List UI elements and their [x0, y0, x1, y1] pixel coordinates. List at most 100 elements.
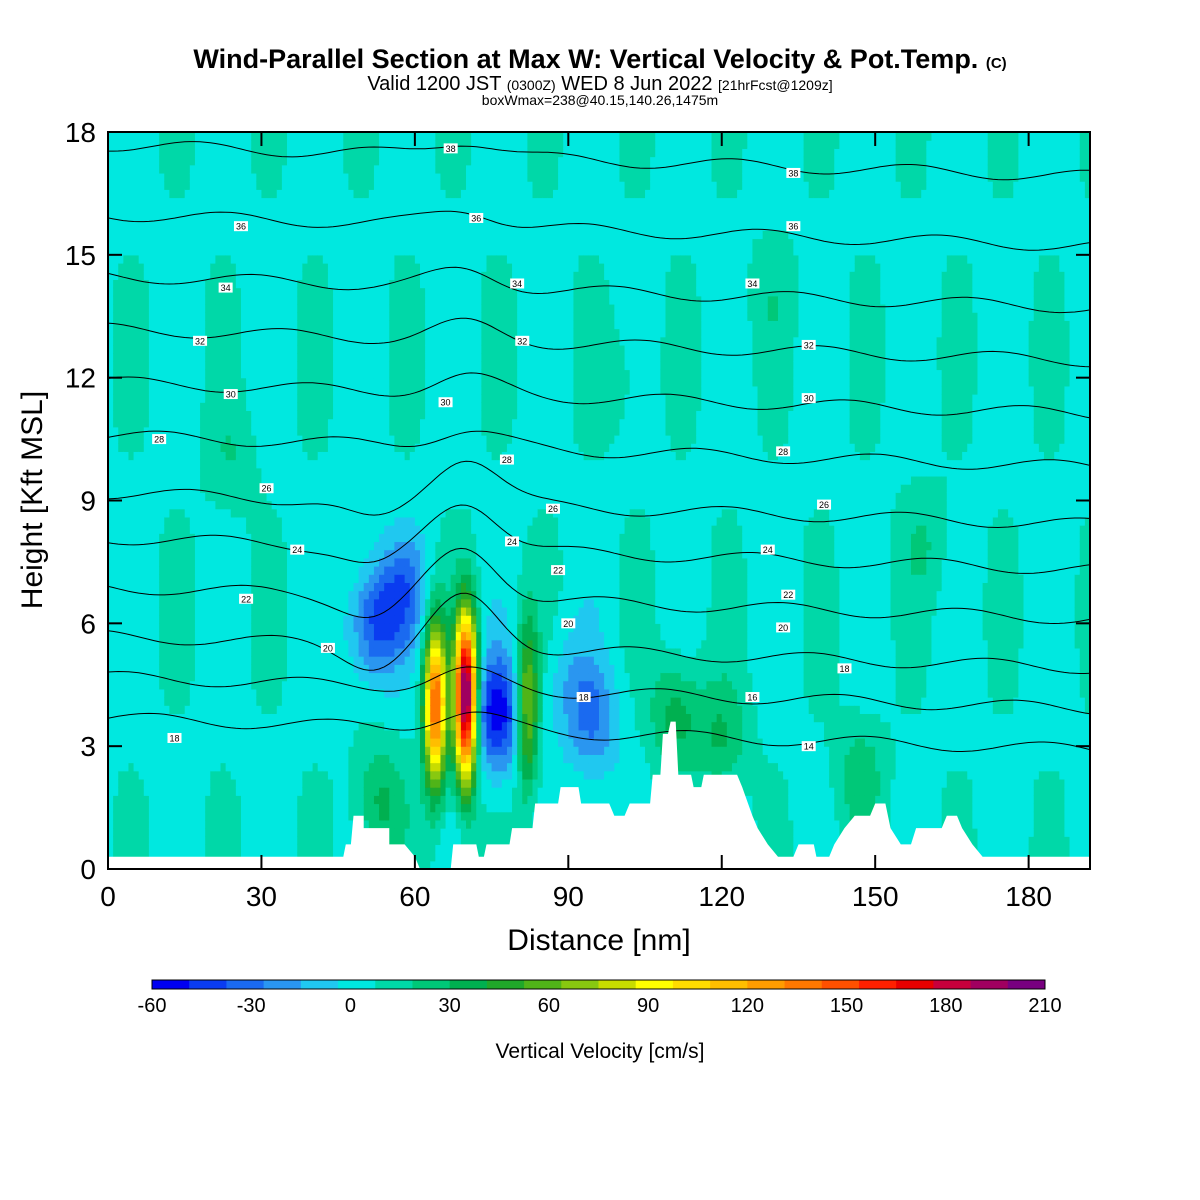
w-cell: [210, 361, 216, 371]
w-cell: [266, 246, 273, 256]
w-cell: [169, 582, 176, 592]
w-cell: [251, 688, 257, 698]
w-cell: [287, 426, 293, 436]
w-cell: [159, 631, 165, 641]
w-cell: [333, 795, 339, 805]
w-cell: [235, 688, 242, 698]
w-cell: [368, 238, 375, 248]
w-cell: [281, 787, 288, 796]
w-cell: [251, 516, 257, 526]
w-cell: [246, 475, 252, 485]
w-cell: [215, 254, 222, 264]
w-cell: [174, 410, 181, 420]
w-cell: [148, 508, 155, 518]
w-cell: [373, 566, 380, 575]
w-cell: [343, 770, 349, 780]
w-cell: [302, 672, 309, 682]
w-cell: [148, 811, 155, 821]
w-cell: [256, 295, 263, 305]
w-cell: [230, 770, 237, 780]
w-cell: [215, 246, 222, 256]
w-cell: [379, 263, 385, 272]
w-cell: [368, 181, 375, 190]
w-cell: [348, 459, 355, 469]
w-cell: [123, 500, 130, 510]
w-cell: [128, 688, 135, 698]
w-cell: [164, 729, 170, 739]
w-cell: [379, 189, 385, 199]
w-cell: [379, 819, 385, 829]
w-cell: [261, 566, 268, 575]
w-cell: [143, 205, 150, 215]
w-cell: [215, 688, 222, 698]
w-cell: [287, 197, 293, 207]
w-cell: [312, 705, 319, 715]
w-cell: [205, 189, 211, 199]
w-cell: [189, 664, 196, 674]
w-cell: [256, 385, 263, 395]
w-cell: [123, 254, 130, 264]
w-cell: [246, 541, 252, 551]
w-cell: [123, 434, 130, 444]
w-cell: [174, 746, 181, 755]
w-cell: [128, 434, 135, 444]
w-cell: [322, 787, 329, 796]
w-cell: [358, 418, 365, 428]
w-cell: [302, 778, 309, 788]
w-cell: [138, 525, 145, 534]
w-cell: [287, 484, 293, 493]
w-cell: [271, 197, 278, 207]
w-cell: [164, 525, 170, 534]
w-cell: [230, 836, 237, 846]
w-cell: [343, 189, 349, 199]
w-cell: [123, 819, 130, 829]
w-cell: [159, 647, 165, 657]
w-cell: [225, 525, 232, 534]
w-cell: [343, 574, 349, 583]
w-cell: [261, 647, 268, 657]
w-cell: [138, 328, 145, 338]
w-cell: [143, 590, 150, 600]
w-cell: [276, 492, 283, 502]
w-cell: [353, 778, 360, 788]
w-cell: [256, 737, 263, 747]
w-cell: [373, 434, 380, 444]
w-cell: [220, 811, 227, 821]
w-cell: [261, 222, 268, 231]
w-cell: [179, 721, 186, 731]
w-cell: [251, 574, 257, 583]
w-cell: [322, 484, 329, 493]
w-cell: [108, 279, 114, 289]
w-cell: [368, 467, 375, 477]
w-cell: [215, 803, 222, 813]
w-cell: [138, 303, 145, 313]
w-cell: [343, 271, 349, 280]
w-cell: [302, 328, 309, 338]
w-cell: [225, 770, 232, 780]
w-cell: [200, 508, 206, 518]
w-cell: [118, 500, 124, 510]
w-cell: [363, 656, 370, 665]
w-cell: [118, 639, 124, 649]
w-cell: [333, 467, 339, 477]
w-cell: [108, 770, 114, 780]
w-cell: [143, 656, 150, 665]
w-cell: [118, 328, 124, 338]
w-cell: [271, 377, 278, 387]
w-cell: [225, 828, 232, 837]
w-cell: [256, 246, 263, 256]
w-cell: [271, 353, 278, 362]
w-cell: [368, 533, 375, 543]
w-cell: [230, 721, 237, 731]
w-cell: [251, 762, 257, 772]
w-cell: [128, 181, 135, 190]
w-cell: [108, 680, 114, 690]
w-cell: [261, 475, 268, 485]
w-cell: [138, 680, 145, 690]
w-cell: [184, 606, 191, 616]
w-cell: [108, 828, 114, 837]
w-cell: [271, 647, 278, 657]
w-cell: [220, 205, 227, 215]
w-cell: [143, 623, 150, 633]
w-cell: [128, 729, 135, 739]
